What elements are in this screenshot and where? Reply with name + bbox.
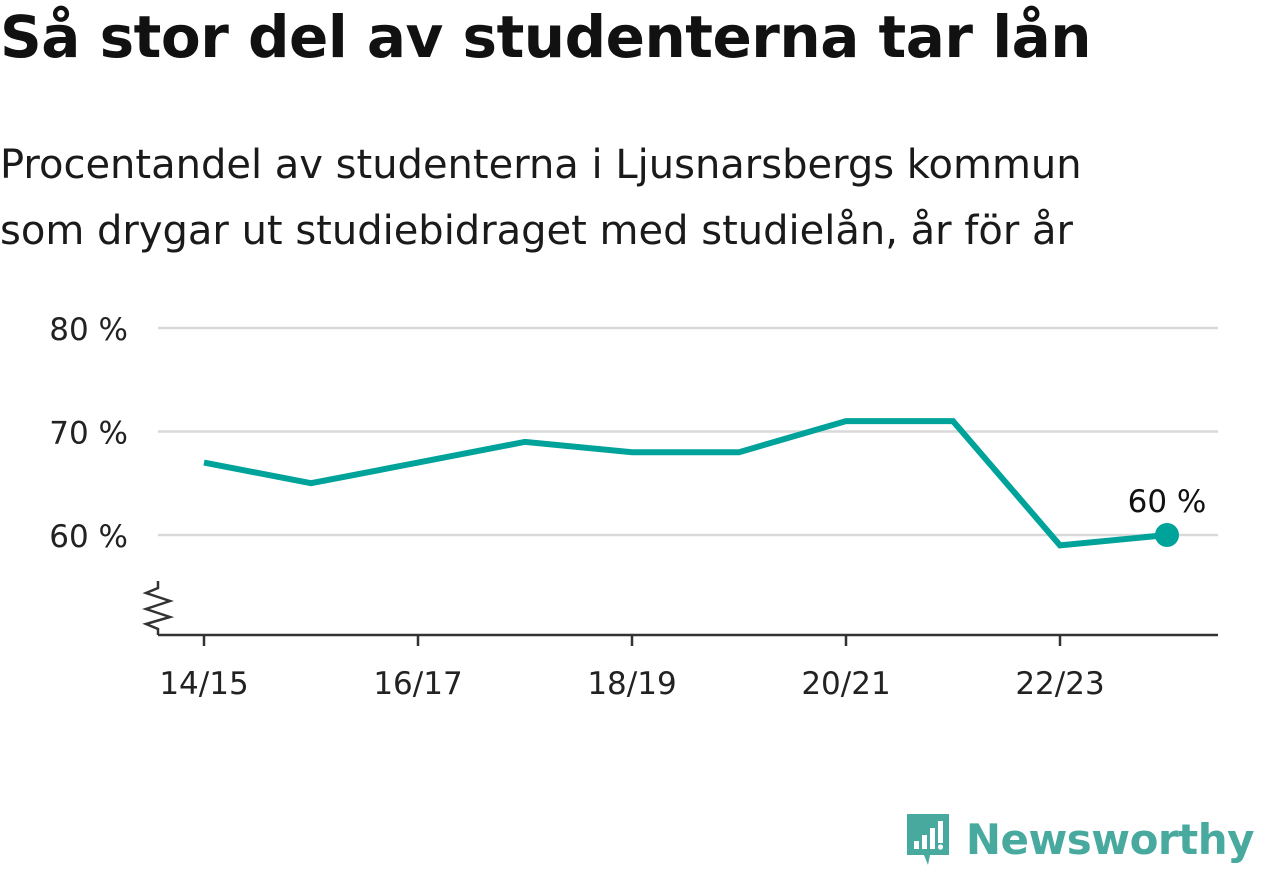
x-tick-label: 14/15 [159, 666, 248, 702]
y-axis-ticks: 60 % 70 % 80 % [49, 312, 128, 555]
x-axis [142, 581, 1218, 637]
subtitle-line-1: Procentandel av studenterna i Ljusnarsbe… [0, 142, 1082, 188]
y-tick-label: 70 % [49, 416, 128, 452]
x-tick-label: 18/19 [587, 666, 676, 702]
series-layer: 60 % [203, 418, 1207, 549]
y-tick-label: 60 % [49, 519, 128, 555]
chart-title: Så stor del av studenterna tar lån [0, 3, 1092, 71]
gridlines [158, 326, 1218, 537]
x-tick-label: 16/17 [373, 666, 462, 702]
newsworthy-chart-logo-icon [906, 814, 949, 865]
y-tick-label: 80 % [49, 312, 128, 348]
brand-name: Newsworthy [965, 814, 1255, 864]
newsworthy-brand: Newsworthy [904, 811, 1255, 867]
x-tick-label: 22/23 [1015, 666, 1104, 702]
chart-subtitle: Procentandel av studenterna i Ljusnarsbe… [0, 132, 1250, 264]
x-axis-ticks: 14/15 16/17 18/19 20/21 22/23 [159, 635, 1105, 702]
axis-break-icon [142, 581, 175, 635]
endpoint-marker [1155, 523, 1179, 547]
series-line [203, 418, 1168, 549]
subtitle-line-2: som drygar ut studiebidraget med studiel… [0, 208, 1073, 254]
x-tick-label: 20/21 [801, 666, 890, 702]
endpoint-value-label: 60 % [1128, 484, 1207, 520]
